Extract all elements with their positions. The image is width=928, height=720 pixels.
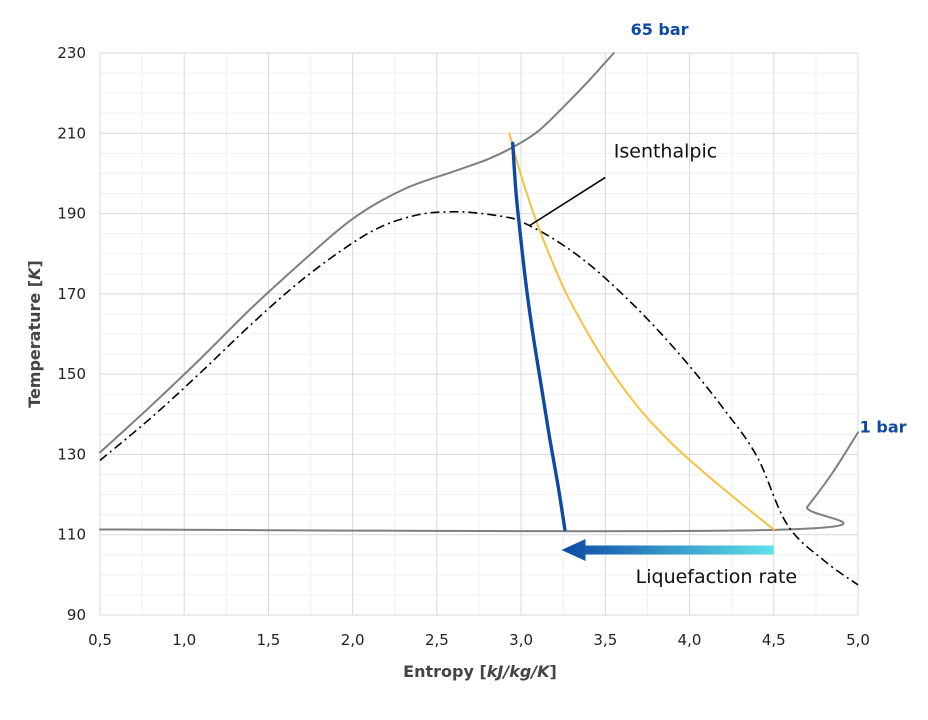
pressure-label-65bar: 65 bar bbox=[631, 20, 689, 39]
series-saturation-dome bbox=[99, 210, 859, 586]
y-tick-label: 230 bbox=[57, 44, 86, 62]
y-axis-title: Temperature [K] bbox=[25, 260, 44, 408]
x-tick-label: 3,0 bbox=[509, 631, 533, 649]
isenthalpic-leader-line bbox=[529, 176, 606, 227]
y-tick-label: 190 bbox=[57, 205, 86, 223]
series-65bar-isobar bbox=[99, 52, 615, 454]
isenthalpic-label: Isenthalpic bbox=[614, 140, 717, 162]
grid bbox=[99, 52, 859, 616]
y-tick-label: 150 bbox=[57, 365, 86, 383]
annotations: Isenthalpic 65 bar 1 bar Liquefaction rate bbox=[614, 20, 907, 588]
series-isenthalpic bbox=[508, 132, 775, 531]
series-lines bbox=[99, 52, 859, 586]
x-tick-label: 5,0 bbox=[846, 631, 870, 649]
liquefaction-rate-label: Liquefaction rate bbox=[636, 566, 797, 588]
liquefaction-arrow-shape bbox=[561, 538, 774, 561]
x-tick-label: 4,0 bbox=[678, 631, 702, 649]
y-tick-label: 90 bbox=[67, 606, 86, 624]
pressure-label-1bar: 1 bar bbox=[860, 417, 907, 436]
x-tick-label: 3,5 bbox=[593, 631, 617, 649]
x-tick-label: 4,5 bbox=[762, 631, 786, 649]
x-tick-label: 2,0 bbox=[341, 631, 365, 649]
y-tick-label: 110 bbox=[57, 526, 86, 544]
y-tick-label: 130 bbox=[57, 445, 86, 463]
tick-labels: 0,5 1,0 1,5 2,0 2,5 3,0 3,5 4,0 4,5 5,0 90 110 130 15… bbox=[57, 44, 870, 649]
x-tick-label: 1,0 bbox=[172, 631, 196, 649]
x-tick-label: 1,5 bbox=[257, 631, 281, 649]
series-isentropic-expansion bbox=[511, 141, 567, 532]
x-tick-label: 2,5 bbox=[425, 631, 449, 649]
liquefaction-arrow bbox=[561, 538, 774, 561]
x-axis-title: Entropy [kJ/kg/K] bbox=[403, 662, 557, 681]
x-tick-label: 0,5 bbox=[88, 631, 112, 649]
y-tick-label: 210 bbox=[57, 124, 86, 142]
y-tick-label: 170 bbox=[57, 285, 86, 303]
series-1bar-isobar bbox=[99, 431, 859, 533]
